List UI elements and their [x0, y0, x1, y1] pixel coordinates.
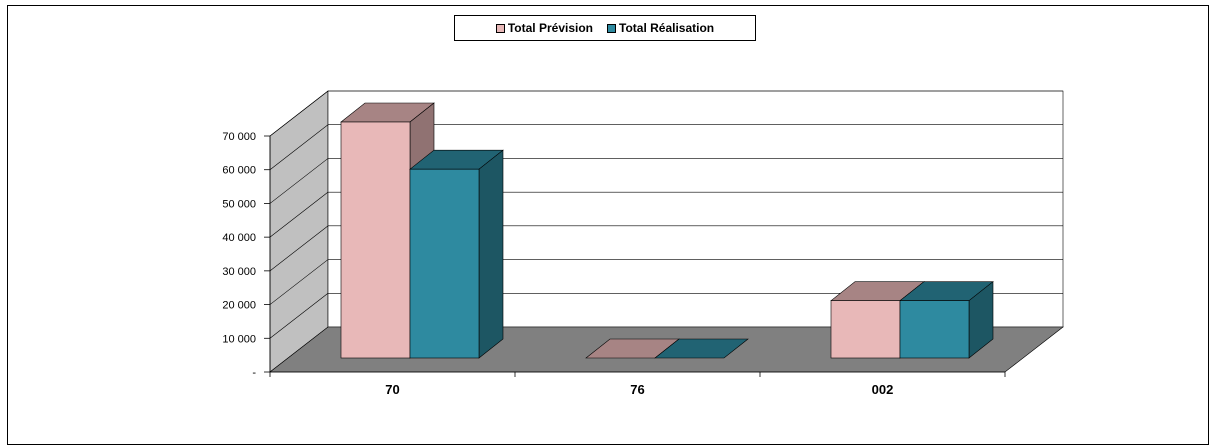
gridline-wall: [269, 259, 329, 305]
gridline-wall: [269, 293, 329, 339]
y-tick-label: 50 000: [222, 198, 256, 210]
legend-swatch-previsions: [495, 23, 505, 33]
left-wall: [269, 90, 329, 373]
chart-plot: - 10 000 20 000 30 000 40 000 50 000 60 000 70 …: [222, 90, 1064, 397]
gridline-wall: [269, 225, 329, 272]
x-category-label: 76: [630, 382, 644, 397]
y-tick-label: 60 000: [222, 165, 256, 177]
y-tick-label: 40 000: [222, 232, 256, 244]
bar-front: [340, 121, 411, 359]
bar-front: [899, 300, 970, 359]
legend-item-previsions: Total Prévision: [495, 21, 593, 35]
y-tick-label: 70 000: [222, 131, 256, 143]
gridline-wall: [269, 158, 329, 204]
x-category-label: 70: [385, 382, 399, 397]
legend-label-realisations: Total Réalisation: [619, 21, 715, 35]
legend-label-previsions: Total Prévision: [507, 21, 593, 35]
bar-76-1: [654, 338, 749, 359]
bar-side: [478, 149, 504, 359]
bar-70-1: [409, 149, 504, 359]
chart-legend: Total Prévision Total Réalisation: [454, 15, 756, 41]
legend-swatch-realisations: [607, 23, 616, 33]
bar-front: [830, 300, 901, 359]
x-category-label: 002: [872, 382, 894, 397]
gridline-wall: [269, 90, 329, 137]
y-tick-label: 20 000: [222, 300, 256, 312]
y-tick-label: 10 000: [222, 333, 256, 345]
y-tick-label: 30 000: [222, 266, 256, 278]
bar-top: [654, 338, 749, 359]
y-tick-label: -: [252, 367, 256, 379]
bar-front: [409, 168, 480, 359]
bar-002-1: [899, 281, 994, 359]
legend-item-realisations: Total Réalisation: [607, 21, 714, 35]
gridline-wall: [269, 124, 329, 170]
gridline-wall: [269, 191, 329, 238]
